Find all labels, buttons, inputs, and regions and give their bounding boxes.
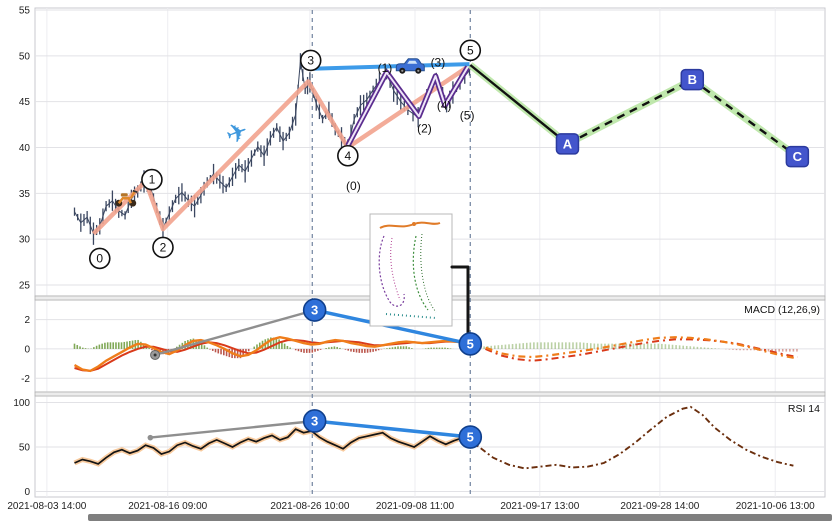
rsi-indicator-label: RSI 14 <box>787 403 820 415</box>
rsi-point-marker-3[interactable]: 3 <box>302 409 327 433</box>
y-axis-tick-label: 2 <box>24 315 30 326</box>
horizontal-scrollbar-thumb[interactable] <box>88 514 832 521</box>
subwave-label-(1)[interactable]: (1) <box>378 61 393 75</box>
y-axis-tick-label: -2 <box>21 374 30 385</box>
blue-marker-label: 3 <box>311 303 318 318</box>
y-axis-tick-label: 40 <box>19 143 31 154</box>
inset-orange-dot <box>412 222 416 226</box>
inset-callout-connector <box>450 265 470 335</box>
inset-frame <box>369 213 453 327</box>
abc-marker-B[interactable]: B <box>680 68 705 91</box>
blue-marker-label: 5 <box>467 336 474 351</box>
macd-line-projected <box>469 336 798 360</box>
wave-marker-0[interactable]: 0 <box>88 247 111 270</box>
scooter-seat <box>120 193 128 197</box>
abc-marker-C[interactable]: C <box>785 145 810 168</box>
scooter-column <box>129 190 136 199</box>
subwave-label-(2)[interactable]: (2) <box>417 121 432 135</box>
macd-gray-trendline[interactable] <box>154 308 316 357</box>
wave-marker-label: 3 <box>307 53 314 67</box>
x-axis-tick-label: 2021-09-28 14:00 <box>620 501 699 512</box>
macd-line <box>73 335 470 373</box>
y-axis-tick-label: 35 <box>19 189 31 200</box>
car-icon[interactable] <box>395 58 425 74</box>
y-axis-tick-label: 55 <box>19 6 31 17</box>
inset-teal-dots <box>385 313 437 319</box>
car-body <box>395 58 425 72</box>
subwave-label-(3)[interactable]: (3) <box>431 55 446 69</box>
projection-line-solid[interactable] <box>469 64 569 145</box>
wave-marker-4[interactable]: 4 <box>337 144 359 167</box>
wave-marker-3[interactable]: 3 <box>299 49 322 72</box>
rsi-gray-trendline[interactable] <box>150 419 315 439</box>
wave-marker-label: 0 <box>96 251 103 265</box>
rsi-point-marker-5[interactable]: 5 <box>458 425 483 449</box>
inset-magenta-curve <box>390 237 401 301</box>
y-axis-tick-label: 50 <box>19 443 31 454</box>
rsi-line-projected <box>468 405 794 470</box>
macd-indicator-label: MACD (12,26,9) <box>744 304 820 316</box>
subwave-zigzag-line-inner <box>346 66 469 147</box>
wave-marker-1[interactable]: 1 <box>141 168 163 191</box>
subwave-label-(0)[interactable]: (0) <box>346 179 361 193</box>
wave-marker-label: 5 <box>467 43 474 57</box>
wave-marker-label: 2 <box>160 240 167 254</box>
abc-marker-label: C <box>793 149 803 164</box>
panel-resize-handle[interactable] <box>34 391 826 397</box>
x-axis-tick-label: 2021-09-17 13:00 <box>500 501 579 512</box>
x-axis-tick-label: 2021-09-08 11:00 <box>376 501 455 512</box>
subwave-label-(4)[interactable]: (4) <box>437 98 452 112</box>
price-blue-trendline[interactable] <box>311 62 470 71</box>
y-axis-tick-label: 50 <box>19 51 31 62</box>
y-axis-tick-label: 0 <box>24 487 30 498</box>
macd-blue-trendline[interactable] <box>314 308 471 346</box>
rsi-line <box>74 428 470 465</box>
wave-marker-label: 4 <box>344 149 351 163</box>
macd-signal-line <box>74 339 470 372</box>
car-wheel-hub <box>401 69 404 72</box>
scooter-icon[interactable] <box>115 189 138 207</box>
macd-signal-line-projected <box>469 338 798 362</box>
y-axis-tick-label: 45 <box>19 97 31 108</box>
inset-preview[interactable] <box>369 213 453 327</box>
macd-point-marker-3[interactable]: 3 <box>302 298 327 322</box>
scrollbar-track <box>0 513 832 522</box>
inset-purple-curve <box>378 235 405 307</box>
wave-marker-2[interactable]: 2 <box>152 236 174 259</box>
rsi-trendline-anchor-dot[interactable] <box>147 434 154 441</box>
rsi-blue-trendline[interactable] <box>314 419 471 439</box>
y-axis-tick-label: 30 <box>19 235 31 246</box>
elliott-wave-line[interactable] <box>91 64 470 236</box>
abc-marker-label: B <box>688 72 697 87</box>
car-wheel-hub <box>417 69 420 72</box>
y-axis-tick-label: 100 <box>13 398 30 409</box>
y-axis-tick-label: 25 <box>19 281 31 292</box>
x-axis-tick-label: 2021-08-03 14:00 <box>7 501 86 512</box>
abc-marker-A[interactable]: A <box>555 133 580 155</box>
macd-point-marker-5[interactable]: 5 <box>458 332 483 356</box>
x-axis-tick-label: 2021-08-16 09:00 <box>128 501 207 512</box>
inset-dark-green-curve <box>420 233 437 313</box>
wave-marker-5[interactable]: 5 <box>459 39 482 62</box>
car-window <box>407 60 418 64</box>
x-axis-tick-label: 2021-10-06 13:00 <box>736 501 815 512</box>
abc-marker-label: A <box>563 136 573 151</box>
macd-trendline-anchor-dot-center <box>153 353 157 357</box>
y-axis-tick-label: 0 <box>24 344 30 355</box>
scooter-frame <box>117 196 132 204</box>
inset-green-curve <box>412 235 429 311</box>
scooter-handlebar <box>132 189 138 194</box>
blue-marker-label: 5 <box>467 430 474 445</box>
subwave-label-(5)[interactable]: (5) <box>460 108 475 122</box>
blue-marker-label: 3 <box>311 413 318 428</box>
x-axis-tick-label: 2021-08-26 10:00 <box>270 501 349 512</box>
wave-marker-label: 1 <box>149 173 156 187</box>
